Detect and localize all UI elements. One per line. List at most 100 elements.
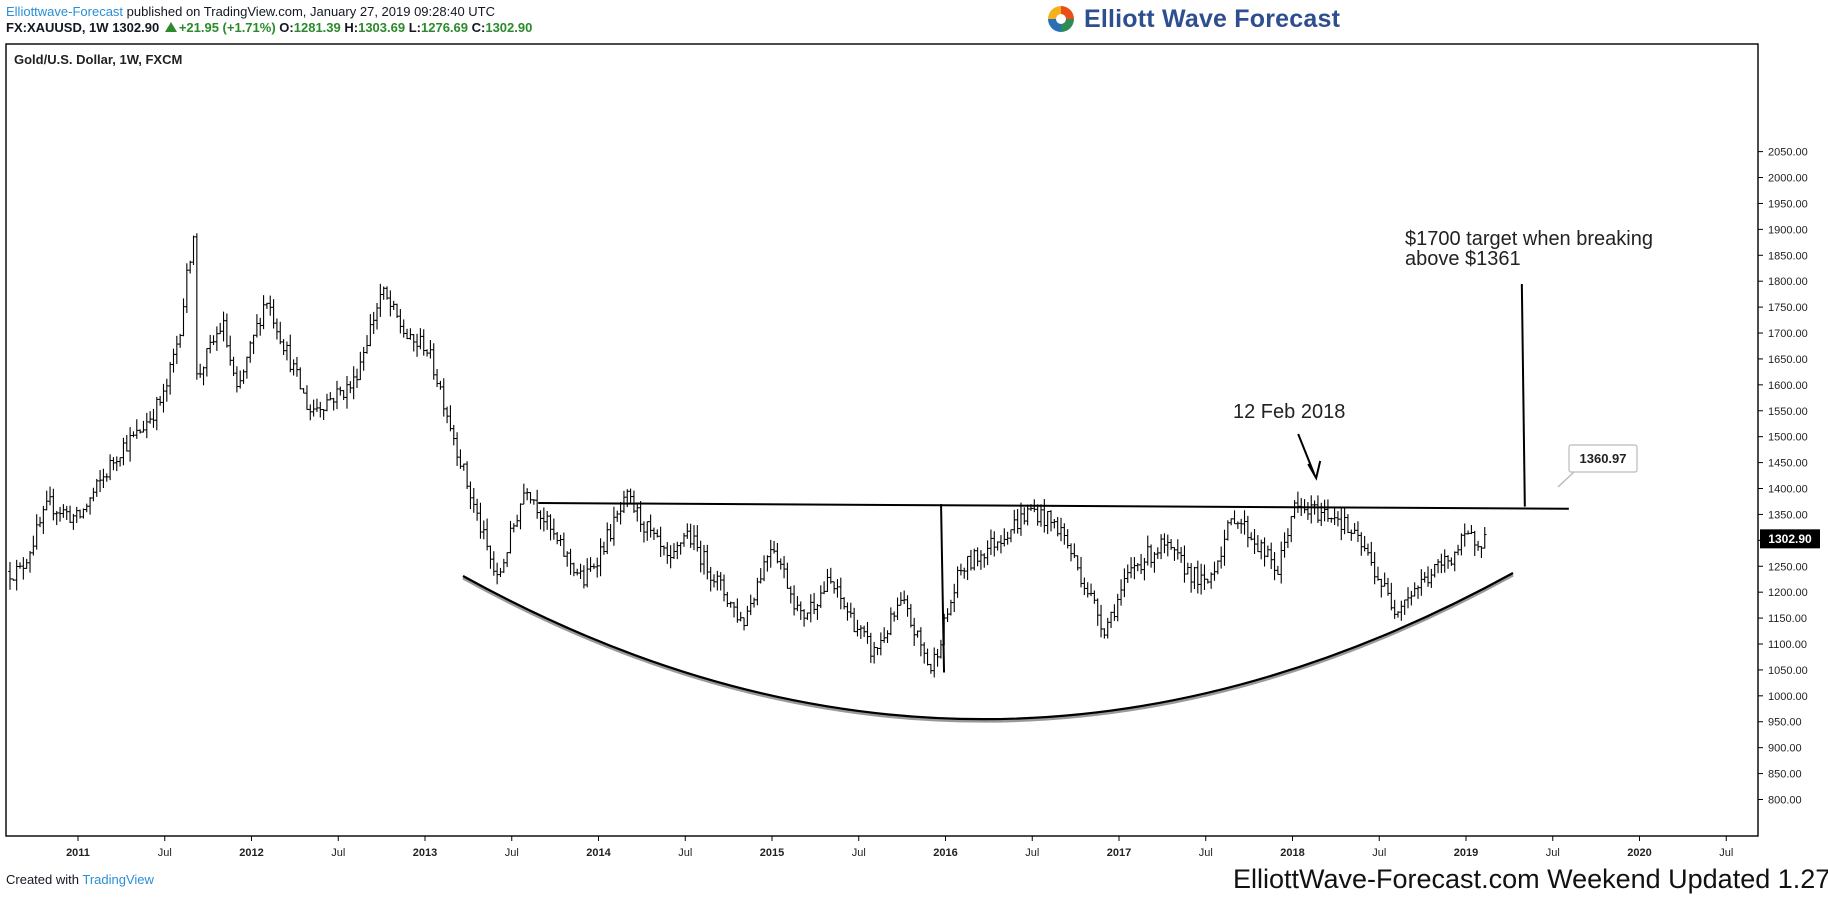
ohlc-bar	[1412, 582, 1417, 597]
ohlc-bar	[1392, 599, 1397, 619]
ohlc-bar	[818, 585, 823, 609]
ohlc-bar	[718, 572, 723, 591]
ohlc-bar	[1306, 502, 1310, 520]
ohlc-bar	[562, 532, 566, 557]
ohlc-bar	[18, 562, 22, 569]
ohlc-bar	[1286, 528, 1290, 549]
ohlc-bar	[892, 611, 896, 622]
ohlc-bar	[708, 566, 713, 592]
ohlc-bar	[1132, 557, 1137, 580]
ohlc-bar	[555, 531, 559, 545]
ohlc-bar	[1279, 541, 1284, 584]
ohlc-bar	[151, 408, 156, 428]
ohlc-bar	[1309, 495, 1314, 524]
ohlc-bar	[912, 617, 917, 646]
ohlc-bar	[1296, 491, 1300, 513]
ohlc-bar	[1466, 530, 1470, 535]
ohlc-bar	[348, 381, 353, 394]
y-tick-label: 1650.00	[1768, 354, 1808, 366]
y-tick-label: 900.00	[1768, 743, 1802, 755]
ohlc-bar	[1472, 530, 1477, 556]
ohlc-bar	[478, 502, 483, 539]
ohlc-bar	[792, 585, 796, 616]
ohlc-bar	[1109, 611, 1113, 629]
ohlc-bar	[685, 523, 690, 539]
y-tick-label: 800.00	[1768, 794, 1802, 806]
ohlc-bar	[421, 329, 426, 356]
ohlc-bar	[1039, 504, 1043, 527]
y-tick-label: 1800.00	[1768, 276, 1808, 288]
ohlc-bar	[935, 648, 940, 667]
close-label: C:	[471, 20, 486, 35]
ohlc-bar	[358, 351, 363, 381]
annotation-target-line2: above $1361	[1405, 248, 1521, 270]
ohlc-bar	[1266, 545, 1270, 558]
ohlc-bar	[1302, 499, 1307, 514]
ohlc-bar	[1479, 546, 1484, 558]
ohlc-bar	[1152, 551, 1157, 573]
current-price-tag: 1302.90	[1760, 529, 1820, 549]
ohlc-bar	[1292, 500, 1297, 519]
ohlc-bar	[1025, 504, 1030, 526]
ohlc-bar	[1192, 566, 1197, 590]
ohlc-bar	[992, 531, 997, 557]
ohlc-bar	[895, 597, 900, 620]
ohlc-bar	[41, 505, 46, 534]
ohlc-bar	[1022, 507, 1027, 525]
ohlc-bar	[1452, 551, 1457, 572]
ohlc-bar	[438, 380, 443, 390]
annotation-12-feb-2018: 12 Feb 2018	[1233, 401, 1345, 423]
ohlc-bar	[291, 359, 296, 376]
brand-logo[interactable]: Elliott Wave Forecast	[1046, 2, 1340, 36]
ohlc-bar	[365, 335, 369, 354]
ohlc-bar	[1429, 568, 1434, 588]
ohlc-bars	[8, 233, 1487, 678]
ohlc-bar	[989, 529, 993, 555]
ohlc-bar	[74, 506, 79, 524]
ohlc-bar	[515, 514, 519, 528]
ohlc-bar	[1432, 564, 1437, 578]
ohlc-bar	[278, 321, 283, 345]
ohlc-bar	[161, 383, 166, 413]
ohlc-bar	[758, 568, 763, 584]
ohlc-bar	[44, 490, 49, 511]
ohlc-bar	[301, 388, 306, 394]
ohlc-bar	[1319, 502, 1324, 526]
ohlc-bar	[765, 555, 770, 572]
ohlc-bar	[121, 437, 126, 466]
callout-price-label: 1360.97	[1580, 451, 1627, 466]
tradingview-link[interactable]: TradingView	[82, 872, 154, 887]
y-tick-label: 1900.00	[1768, 224, 1808, 236]
ohlc-bar	[865, 621, 870, 644]
neckline	[538, 502, 1569, 510]
ohlc-bar	[802, 609, 806, 627]
ohlc-bar	[1276, 565, 1280, 575]
ohlc-bar	[658, 526, 663, 557]
ohlc-bar	[788, 586, 793, 604]
ohlc-bar	[1459, 533, 1464, 556]
ohlc-bar	[81, 508, 86, 519]
ohlc-bar	[1209, 572, 1213, 589]
ohlc-bar	[211, 335, 216, 346]
ohlc-bar	[415, 333, 419, 357]
ohlc-bar	[1125, 564, 1130, 583]
ohlc-bar	[1196, 560, 1200, 594]
ohlc-bar	[668, 545, 673, 569]
symbol-info: FX:XAUUSD, 1W 1302.90 +21.95 (+1.71%) O:…	[6, 20, 532, 35]
ohlc-bar	[738, 611, 743, 622]
x-tick-label: 2019	[1454, 847, 1478, 859]
ohlc-bar	[1135, 563, 1140, 572]
ohlc-bar	[525, 488, 529, 501]
ohlc-bar	[662, 545, 666, 556]
pattern-drawings	[462, 283, 1569, 723]
ohlc-bar	[1482, 527, 1487, 549]
ohlc-bar	[31, 535, 36, 556]
ohlc-bar	[1462, 523, 1467, 547]
ohlc-bar	[1182, 545, 1187, 583]
publisher-link[interactable]: Elliottwave-Forecast	[6, 4, 124, 19]
ohlc-bar	[985, 540, 990, 566]
x-tick-label: 2018	[1280, 847, 1304, 859]
ohlc-bar	[502, 558, 506, 573]
ohlc-bar	[91, 487, 96, 502]
